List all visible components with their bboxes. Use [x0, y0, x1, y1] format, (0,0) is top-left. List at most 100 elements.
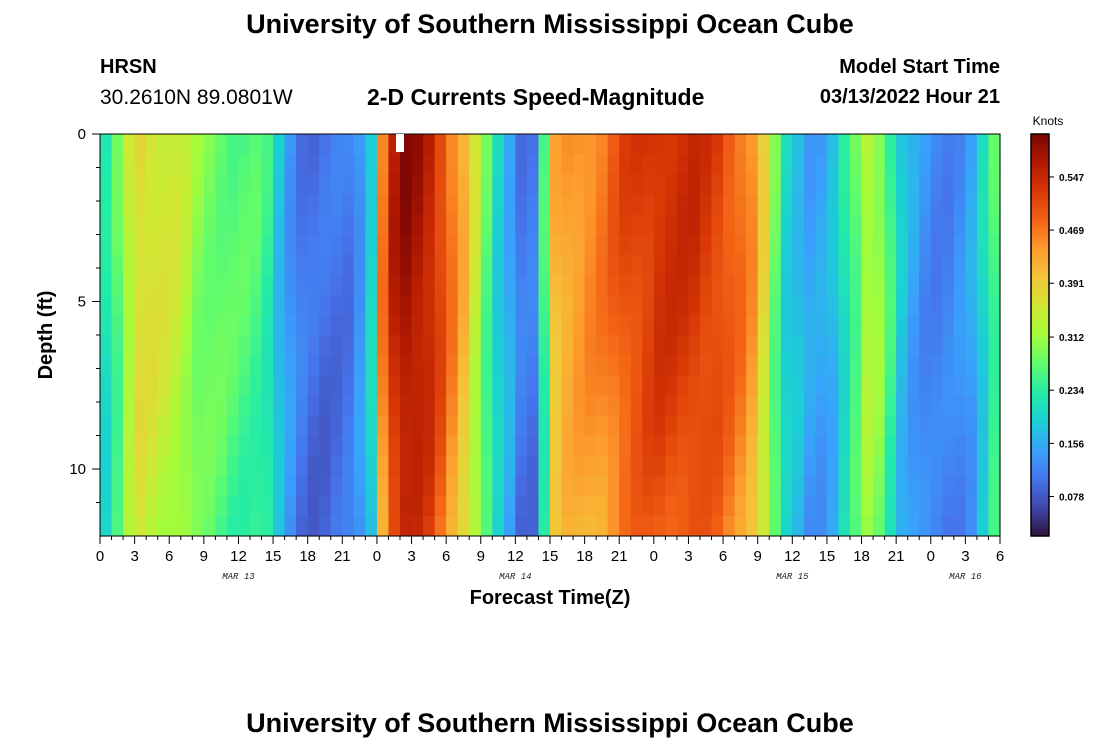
heatmap-cell [273, 495, 286, 517]
heatmap-cell [757, 214, 770, 236]
heatmap-cell [780, 455, 793, 477]
heatmap-cell [250, 314, 263, 336]
heatmap-cell [100, 174, 113, 195]
heatmap-cell [330, 174, 343, 195]
heatmap-cell [630, 174, 643, 195]
heatmap-cell [734, 435, 747, 457]
heatmap-cell [653, 274, 666, 296]
heatmap-cell [342, 154, 355, 175]
heatmap-cell [550, 234, 563, 256]
heatmap-cell [146, 355, 159, 376]
heatmap-cell [769, 254, 782, 276]
heatmap-cell [746, 355, 759, 376]
heatmap-cell [365, 234, 378, 256]
heatmap-cell [423, 214, 436, 236]
heatmap-cell [596, 134, 609, 155]
heatmap-cell [261, 335, 274, 356]
heatmap-cell [296, 515, 309, 537]
x-tick-label: 9 [200, 548, 208, 565]
heatmap-cell [596, 254, 609, 276]
heatmap-cell [319, 415, 332, 437]
heatmap-cell [561, 234, 574, 256]
heatmap-cell [838, 134, 851, 155]
heatmap-cell [111, 415, 124, 437]
heatmap-cell [561, 214, 574, 236]
heatmap-cell [146, 234, 159, 256]
heatmap-cell [284, 174, 297, 195]
heatmap-cell [896, 194, 909, 215]
heatmap-cell [642, 415, 655, 437]
heatmap-cell [596, 274, 609, 296]
heatmap-cell [296, 395, 309, 416]
heatmap-cell [261, 194, 274, 215]
heatmap-cell [169, 395, 182, 416]
heatmap-cell [676, 455, 690, 477]
heatmap-cell [100, 194, 113, 215]
heatmap-cell [942, 274, 955, 296]
heatmap-cell [215, 154, 228, 175]
heatmap-cell [815, 415, 828, 437]
heatmap-cell [134, 395, 147, 416]
heatmap-cell [526, 475, 540, 497]
heatmap-cell [388, 475, 401, 497]
heatmap-cell [434, 395, 447, 416]
heatmap-cell [492, 395, 505, 416]
heatmap-cell [365, 134, 378, 155]
heatmap-cell [630, 274, 643, 296]
heatmap-cell [342, 274, 355, 296]
heatmap-cell [919, 154, 932, 175]
heatmap-cell [976, 395, 990, 416]
heatmap-cell [469, 495, 482, 517]
heatmap-cell [619, 455, 632, 477]
heatmap-cell [296, 134, 309, 155]
heatmap-cell [111, 495, 124, 517]
heatmap-cell [307, 294, 320, 316]
heatmap-cell [226, 194, 240, 215]
heatmap-cell [757, 294, 770, 316]
heatmap-cell [215, 174, 228, 195]
heatmap-cell [792, 495, 805, 517]
heatmap-cell [792, 214, 805, 236]
heatmap-cell [930, 254, 943, 276]
heatmap-cell [630, 294, 643, 316]
heatmap-cell [457, 314, 470, 336]
heatmap-cell [146, 134, 159, 155]
heatmap-cell [457, 435, 470, 457]
heatmap-cell [342, 455, 355, 477]
heatmap-cell [988, 194, 1001, 215]
x-tick-label: 3 [130, 548, 138, 565]
heatmap-cell [503, 134, 516, 155]
heatmap-cell [630, 355, 643, 376]
heatmap-cell [238, 455, 251, 477]
heatmap-cell [215, 515, 228, 537]
heatmap-cell [526, 254, 540, 276]
heatmap-cell [873, 134, 886, 155]
heatmap-cell [123, 174, 136, 195]
heatmap-cell [711, 154, 724, 175]
heatmap-cell [873, 375, 886, 396]
heatmap-cell [953, 214, 966, 236]
heatmap-cell [976, 214, 990, 236]
heatmap-cell [457, 395, 470, 416]
colorbar-gradient [1030, 133, 1050, 537]
heatmap-cell [296, 375, 309, 396]
heatmap-cell [515, 495, 528, 517]
heatmap-cell [123, 154, 136, 175]
heatmap-cell [434, 375, 447, 396]
heatmap-cell [723, 515, 736, 537]
heatmap-cell [307, 214, 320, 236]
heatmap-cell [642, 234, 655, 256]
heatmap-cell [711, 435, 724, 457]
heatmap-cell [561, 475, 574, 497]
heatmap-cell [976, 335, 990, 356]
heatmap-cell [134, 495, 147, 517]
heatmap-cell [826, 294, 840, 316]
heatmap-cell [942, 335, 955, 356]
heatmap-cell [330, 134, 343, 155]
heatmap-cell [861, 475, 874, 497]
heatmap-cell [723, 335, 736, 356]
heatmap-cell [492, 274, 505, 296]
heatmap-cell [411, 455, 424, 477]
heatmap-cell [111, 154, 124, 175]
heatmap-cell [688, 375, 701, 396]
